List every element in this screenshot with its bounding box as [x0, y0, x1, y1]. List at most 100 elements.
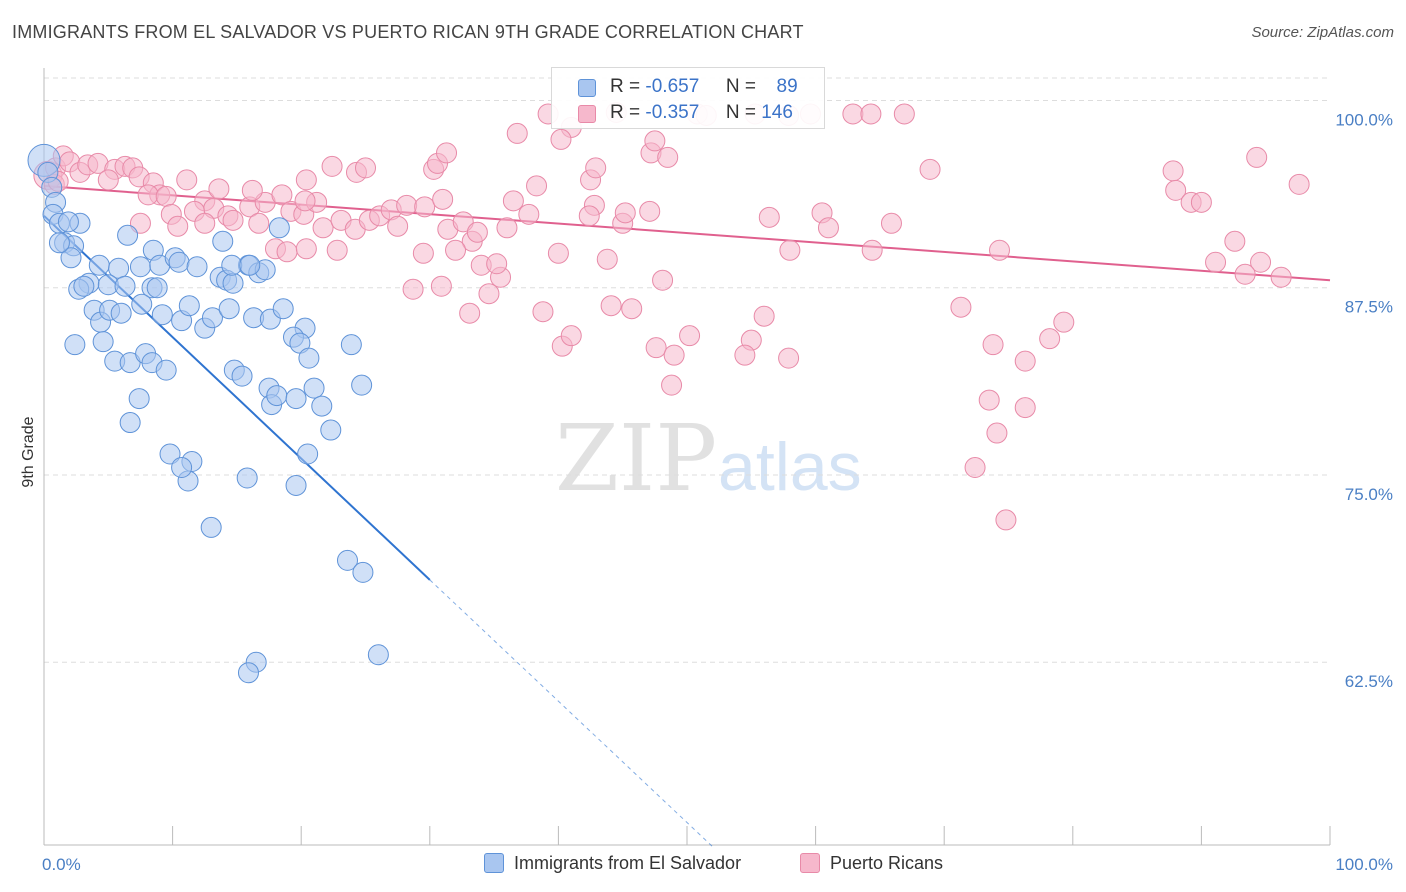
y-axis-title: 9th Grade [20, 416, 37, 487]
legend-swatch-blue [578, 79, 596, 97]
puerto-rican-point [663, 344, 685, 366]
puerto-rican-point [919, 158, 941, 180]
puerto-rican-point [578, 205, 600, 227]
puerto-rican-point [982, 334, 1004, 356]
puerto-rican-point [1246, 146, 1268, 168]
puerto-rican-point [167, 215, 189, 237]
puerto-rican-point [321, 155, 343, 177]
legend-swatch-pink [578, 105, 596, 123]
puerto-rican-point [986, 422, 1008, 444]
source-credit: Source: ZipAtlas.com [1251, 24, 1394, 41]
puerto-rican-point [518, 203, 540, 225]
el-salvador-point [48, 232, 70, 254]
puerto-rican-point [295, 169, 317, 191]
el-salvador-point [351, 374, 373, 396]
el-salvador-point [119, 412, 141, 434]
puerto-rican-point [1250, 251, 1272, 273]
watermark-zip: ZIP [555, 405, 717, 512]
puerto-rican-point [988, 239, 1010, 261]
el-salvador-point [60, 247, 82, 269]
r-value: -0.357 [645, 102, 700, 123]
puerto-rican-point [412, 242, 434, 264]
el-salvador-point [212, 230, 234, 252]
puerto-rican-point [194, 212, 216, 234]
puerto-rican-point [1270, 266, 1292, 288]
el-salvador-point [92, 331, 114, 353]
el-salvador-point [114, 275, 136, 297]
el-salvador-point [131, 293, 153, 315]
puerto-rican-point [271, 184, 293, 206]
el-salvador-point [340, 334, 362, 356]
el-salvador-point [222, 272, 244, 294]
el-salvador-point [237, 662, 259, 684]
x-tick-label: 100.0% [1335, 855, 1393, 874]
puerto-rican-point [842, 103, 864, 125]
puerto-rican-point [778, 347, 800, 369]
puerto-rican-point [1190, 191, 1212, 213]
puerto-rican-point [758, 206, 780, 228]
puerto-rican-point [585, 157, 607, 179]
puerto-rican-point [97, 169, 119, 191]
n-value: 89 [776, 76, 798, 97]
el-salvador-point [110, 302, 132, 324]
el-salvador-point [272, 298, 294, 320]
puerto-rican-point [679, 325, 701, 347]
series-legend: Immigrants from El Salvador Puerto Rican… [0, 852, 1406, 876]
puerto-rican-point [452, 211, 474, 233]
puerto-rican-point [600, 295, 622, 317]
puerto-rican-point [414, 196, 436, 218]
puerto-rican-point [657, 146, 679, 168]
puerto-rican-point [486, 253, 508, 275]
puerto-rican-point [430, 275, 452, 297]
legend-swatch-pink [800, 853, 820, 873]
el-salvador-point [64, 334, 86, 356]
puerto-rican-point [506, 122, 528, 144]
el-salvador-point [297, 443, 319, 465]
puerto-rican-point [466, 221, 488, 243]
legend-label: Puerto Ricans [830, 853, 944, 873]
puerto-rican-point [1165, 179, 1187, 201]
puerto-rican-point [436, 142, 458, 164]
puerto-rican-point [208, 178, 230, 200]
r-value: -0.657 [645, 76, 700, 97]
el-salvador-point [285, 474, 307, 496]
puerto-rican-point [526, 175, 548, 197]
puerto-rican-point [241, 179, 263, 201]
puerto-rican-point [779, 239, 801, 261]
puerto-rican-point [614, 202, 636, 224]
puerto-rican-point [1039, 328, 1061, 350]
el-salvador-point [268, 217, 290, 239]
puerto-rican-point [861, 239, 883, 261]
puerto-rican-point [1224, 230, 1246, 252]
el-salvador-point [201, 307, 223, 329]
puerto-rican-point [1162, 160, 1184, 182]
r-label: R = [610, 102, 641, 123]
el-salvador-point [151, 304, 173, 326]
el-salvador-point [159, 443, 181, 465]
legend-swatch-blue [484, 853, 504, 873]
el-salvador-point [186, 256, 208, 278]
puerto-rican-point [978, 389, 1000, 411]
puerto-rican-point [1014, 350, 1036, 372]
puerto-rican-point [294, 190, 316, 212]
puerto-rican-point [639, 200, 661, 222]
legend-text: R = -0.357 N = 146 [610, 102, 793, 124]
el-salvador-point [117, 224, 139, 246]
puerto-rican-point [502, 190, 524, 212]
puerto-rican-point [753, 305, 775, 327]
puerto-rican-point [661, 374, 683, 396]
el-salvador-point [73, 275, 95, 297]
el-salvador-point [336, 549, 358, 571]
el-salvador-point [57, 211, 79, 233]
el-salvador-point [129, 256, 151, 278]
puerto-rican-point [964, 456, 986, 478]
puerto-rican-point [478, 283, 500, 305]
el-salvador-point [367, 644, 389, 666]
puerto-rican-point [396, 194, 418, 216]
el-salvador-point [168, 251, 190, 273]
puerto-rican-point [137, 184, 159, 206]
puerto-rican-point [312, 217, 334, 239]
r-label: R = [610, 76, 641, 97]
puerto-rican-point [129, 212, 151, 234]
